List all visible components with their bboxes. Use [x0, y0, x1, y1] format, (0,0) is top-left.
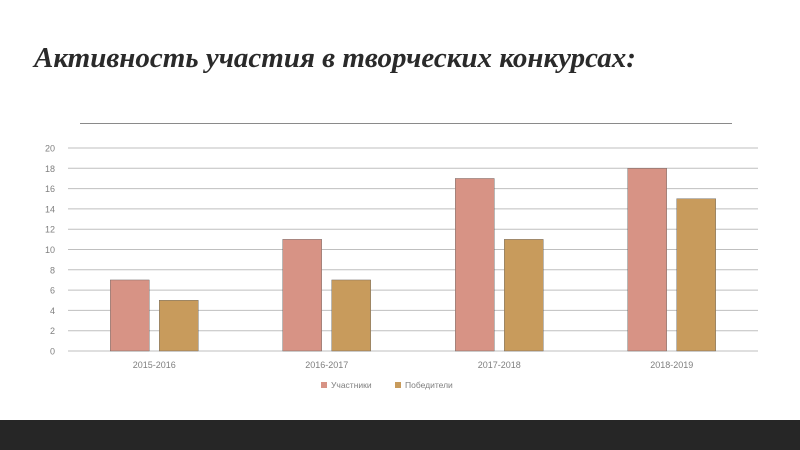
bar-participants-0 — [110, 279, 150, 352]
legend-label-winners: Победители — [405, 380, 453, 390]
legend-swatch-participants — [321, 382, 327, 388]
y-tick-label: 18 — [45, 164, 55, 174]
y-tick-label: 4 — [50, 306, 55, 316]
x-axis-ticks: 2015-2016 2016-2017 2017-2018 2018-2019 — [133, 360, 694, 370]
y-axis-ticks: 0 2 4 6 8 10 12 14 16 18 20 — [45, 144, 55, 357]
y-tick-label: 20 — [45, 144, 55, 154]
legend-swatch-winners — [395, 382, 401, 388]
y-tick-label: 10 — [45, 245, 55, 255]
slide-title: Активность участия в творческих конкурса… — [34, 42, 636, 74]
x-tick-label: 2017-2018 — [478, 360, 521, 370]
bar-winners-3 — [676, 198, 716, 352]
bar-participants-1 — [282, 239, 322, 352]
title-divider — [80, 123, 732, 124]
bar-participants-2 — [455, 178, 495, 352]
y-tick-label: 14 — [45, 204, 55, 214]
footer-bar — [0, 420, 800, 450]
bar-winners-0 — [159, 300, 199, 352]
legend-label-participants: Участники — [331, 380, 372, 390]
bar-chart: 0 2 4 6 8 10 12 14 16 18 20 2015-2016 2016-2017 2017… — [45, 144, 758, 390]
y-tick-label: 8 — [50, 265, 55, 275]
chart-bars — [110, 168, 716, 352]
x-tick-label: 2016-2017 — [305, 360, 348, 370]
chart-legend: Участники Победители — [321, 380, 453, 390]
y-tick-label: 0 — [50, 347, 55, 357]
y-tick-label: 2 — [50, 326, 55, 336]
y-tick-label: 6 — [50, 286, 55, 296]
y-tick-label: 16 — [45, 184, 55, 194]
bar-winners-2 — [504, 239, 544, 352]
y-tick-label: 12 — [45, 225, 55, 235]
x-tick-label: 2015-2016 — [133, 360, 176, 370]
bar-winners-1 — [331, 279, 371, 352]
bar-participants-3 — [627, 168, 667, 352]
x-tick-label: 2018-2019 — [650, 360, 693, 370]
